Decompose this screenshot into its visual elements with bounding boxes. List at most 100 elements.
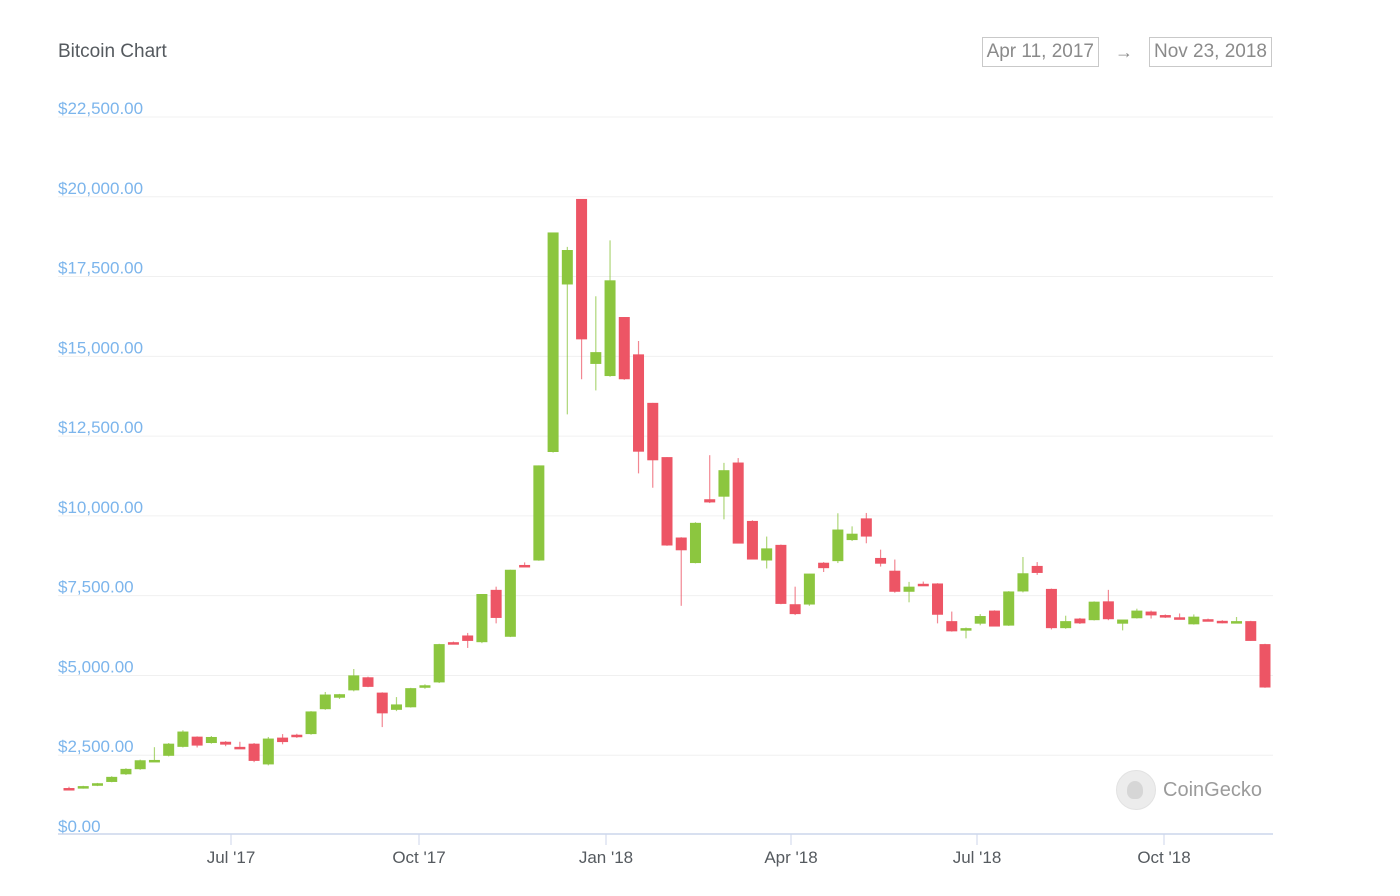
- y-tick-label: $20,000.00: [58, 179, 143, 198]
- candle[interactable]: [319, 691, 331, 710]
- candle[interactable]: [1003, 591, 1015, 626]
- candle[interactable]: [1245, 620, 1257, 641]
- coingecko-watermark: CoinGecko: [1116, 770, 1262, 810]
- candle[interactable]: [205, 736, 217, 744]
- candle[interactable]: [91, 782, 103, 787]
- candle[interactable]: [647, 402, 659, 488]
- candle[interactable]: [618, 317, 630, 380]
- candle[interactable]: [419, 684, 431, 689]
- candle[interactable]: [718, 462, 730, 520]
- candle[interactable]: [875, 549, 887, 567]
- candle[interactable]: [1074, 617, 1086, 625]
- candle[interactable]: [63, 786, 75, 791]
- candle[interactable]: [462, 632, 474, 648]
- candle[interactable]: [960, 627, 972, 639]
- candle[interactable]: [889, 559, 901, 593]
- y-tick-label: $7,500.00: [58, 578, 134, 597]
- candle[interactable]: [519, 562, 531, 568]
- candle[interactable]: [561, 246, 573, 415]
- y-tick-label: $15,000.00: [58, 338, 143, 357]
- candle[interactable]: [974, 614, 986, 626]
- candle[interactable]: [1017, 556, 1029, 593]
- x-tick-label: Jul '17: [207, 848, 256, 867]
- candle[interactable]: [946, 611, 958, 632]
- x-tick-label: Jan '18: [579, 848, 633, 867]
- gridlines: [58, 116, 1273, 756]
- candle[interactable]: [689, 522, 701, 564]
- candle[interactable]: [390, 697, 402, 712]
- candle[interactable]: [248, 743, 260, 763]
- candle[interactable]: [1045, 588, 1057, 630]
- candle[interactable]: [148, 747, 160, 763]
- candle[interactable]: [775, 544, 787, 605]
- candle[interactable]: [590, 296, 602, 391]
- candle[interactable]: [291, 733, 303, 738]
- candle[interactable]: [746, 520, 758, 560]
- candle[interactable]: [1159, 614, 1171, 618]
- candle[interactable]: [704, 455, 716, 504]
- candle[interactable]: [1188, 614, 1200, 625]
- candle[interactable]: [433, 643, 445, 684]
- candle[interactable]: [120, 768, 132, 775]
- candle[interactable]: [1060, 615, 1072, 629]
- candle[interactable]: [903, 581, 915, 603]
- candle[interactable]: [1216, 620, 1228, 624]
- candle[interactable]: [262, 736, 274, 766]
- candle[interactable]: [305, 711, 317, 735]
- candle[interactable]: [447, 641, 459, 645]
- candle[interactable]: [761, 536, 773, 569]
- candle[interactable]: [334, 693, 346, 699]
- candle[interactable]: [661, 457, 673, 546]
- candle[interactable]: [1031, 562, 1043, 575]
- candle[interactable]: [932, 583, 944, 624]
- candle[interactable]: [917, 581, 929, 587]
- x-axis-ticks: Jul '17 Oct '17 Jan '18 Apr '18 Jul '18 Oct '…: [207, 834, 1191, 867]
- date-to-input[interactable]: Nov 23, 2018: [1148, 37, 1272, 67]
- candle[interactable]: [1231, 616, 1243, 624]
- candle[interactable]: [1145, 610, 1157, 619]
- candle[interactable]: [77, 785, 89, 789]
- candle[interactable]: [818, 562, 830, 572]
- candle[interactable]: [163, 743, 175, 757]
- y-tick-label: $10,000.00: [58, 498, 143, 517]
- candle[interactable]: [988, 610, 1000, 627]
- candle[interactable]: [803, 573, 815, 606]
- candle[interactable]: [533, 465, 545, 561]
- date-range-picker: Apr 11, 2017 → Nov 23, 2018: [981, 37, 1272, 67]
- candle[interactable]: [732, 458, 744, 544]
- candle[interactable]: [1102, 589, 1114, 621]
- candle[interactable]: [348, 668, 360, 692]
- candle[interactable]: [832, 513, 844, 564]
- x-tick-label: Oct '17: [392, 848, 445, 867]
- candle[interactable]: [476, 594, 488, 644]
- candle[interactable]: [134, 759, 146, 770]
- candle[interactable]: [376, 692, 388, 728]
- candle[interactable]: [576, 198, 588, 380]
- date-from-input[interactable]: Apr 11, 2017: [981, 37, 1099, 67]
- candle[interactable]: [277, 734, 289, 745]
- candle[interactable]: [1131, 608, 1143, 619]
- candle[interactable]: [106, 776, 118, 783]
- candle[interactable]: [547, 232, 559, 453]
- candle[interactable]: [1174, 613, 1186, 620]
- candle[interactable]: [1117, 619, 1129, 631]
- candle[interactable]: [860, 512, 872, 544]
- candle[interactable]: [490, 586, 502, 624]
- candle[interactable]: [789, 586, 801, 616]
- candle[interactable]: [191, 736, 203, 748]
- candle[interactable]: [177, 730, 189, 748]
- y-tick-label: $22,500.00: [58, 99, 143, 118]
- candle[interactable]: [675, 537, 687, 606]
- candle[interactable]: [220, 741, 232, 747]
- candle[interactable]: [633, 340, 645, 474]
- candle[interactable]: [234, 741, 246, 750]
- candle[interactable]: [1088, 601, 1100, 621]
- candle[interactable]: [846, 526, 858, 542]
- candle[interactable]: [405, 687, 417, 708]
- candle[interactable]: [362, 676, 374, 688]
- candle[interactable]: [1202, 618, 1214, 622]
- candle[interactable]: [504, 569, 516, 638]
- candle[interactable]: [604, 240, 616, 377]
- candle[interactable]: [1259, 643, 1271, 688]
